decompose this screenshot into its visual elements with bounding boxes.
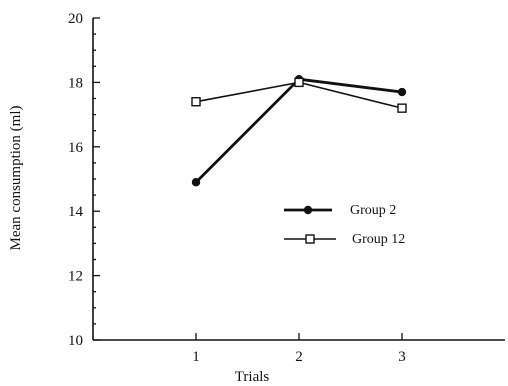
y-tick-label: 14	[68, 204, 84, 220]
x-tick-label: 1	[192, 349, 200, 365]
data-point	[397, 87, 407, 97]
y-axis-title: Mean consumption (ml)	[8, 106, 24, 251]
data-point	[397, 103, 407, 113]
series-group-2	[191, 74, 407, 187]
legend-label: Group 2	[350, 203, 396, 218]
legend-marker	[305, 234, 315, 244]
series-group-12	[191, 77, 407, 113]
y-tick-label: 20	[68, 11, 83, 27]
y-ticks: 10 12 14 16 18 20	[68, 11, 100, 349]
x-tick-label: 2	[295, 349, 303, 365]
y-tick-label: 10	[68, 333, 83, 349]
y-tick-label: 18	[68, 75, 83, 91]
data-point	[294, 77, 304, 88]
legend-label: Group 12	[352, 232, 405, 247]
data-point	[191, 97, 201, 107]
data-point	[191, 178, 201, 187]
legend-item: Group 12	[284, 232, 405, 247]
axes	[92, 18, 505, 341]
x-tick-label: 3	[398, 349, 406, 365]
x-axis-title: Trials	[235, 369, 270, 385]
legend: Group 2 Group 12	[284, 203, 405, 247]
legend-item: Group 2	[284, 203, 396, 218]
legend-marker	[303, 205, 313, 215]
x-ticks: 1 2 3	[192, 333, 406, 365]
series-line	[195, 77, 403, 184]
y-tick-label: 16	[68, 140, 84, 156]
series-layer	[191, 74, 407, 187]
y-tick-label: 12	[68, 269, 83, 285]
